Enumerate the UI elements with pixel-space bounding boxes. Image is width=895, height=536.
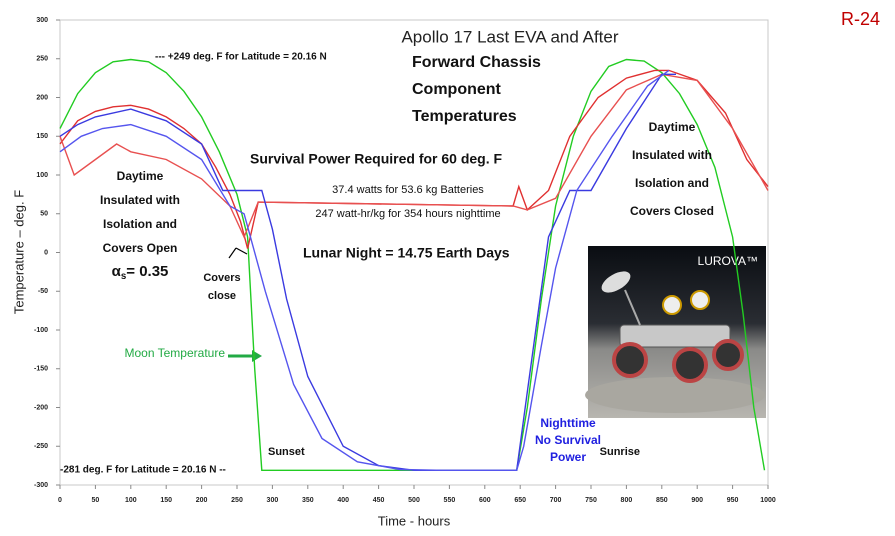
annotation: --- +249 deg. F for Latitude = 20.16 N (155, 52, 327, 63)
annotation: Sunrise (600, 446, 640, 458)
annotation: Insulated with (632, 148, 712, 162)
annotation: Daytime (117, 169, 164, 183)
x-tick-label: 100 (125, 497, 137, 504)
x-tick-label: 150 (160, 497, 172, 504)
annotation: Sunset (268, 446, 305, 458)
y-tick-label: 200 (36, 94, 48, 101)
annotation: Temperatures (412, 108, 517, 125)
annotation: Isolation and (103, 217, 177, 231)
wheel (614, 344, 646, 376)
y-tick-label: -250 (34, 443, 48, 450)
annotation: Covers Closed (630, 204, 714, 218)
y-tick-label: 50 (40, 211, 48, 218)
y-tick-label: -200 (34, 404, 48, 411)
astronaut (691, 291, 709, 309)
annotation: Forward Chassis (412, 54, 541, 71)
annotation: Lunar Night = 14.75 Earth Days (303, 245, 510, 261)
annotation: Insulated with (100, 193, 180, 207)
y-tick-label: 250 (36, 56, 48, 63)
x-tick-label: 450 (373, 497, 385, 504)
y-tick-label: 100 (36, 172, 48, 179)
x-tick-label: 350 (302, 497, 314, 504)
x-tick-label: 700 (550, 497, 562, 504)
annotation: close (208, 290, 236, 302)
annotation: Isolation and (635, 176, 709, 190)
rover-image: LUROVA™ (585, 246, 766, 418)
x-tick-label: 1000 (760, 497, 776, 504)
chart: R-24 Apollo 17 Last EVA and After Time -… (0, 0, 895, 531)
annotation-part: = 0.35 (126, 263, 168, 280)
x-axis-label: Time - hours (378, 513, 451, 528)
y-tick-label: -300 (34, 482, 48, 489)
annotation: Component (412, 81, 502, 98)
annotation: No Survival (535, 433, 601, 447)
x-tick-label: 950 (727, 497, 739, 504)
ground (585, 377, 765, 413)
annotation: 247 watt-hr/kg for 354 hours nighttime (315, 208, 500, 220)
x-tick-label: 250 (231, 497, 243, 504)
x-tick-label: 500 (408, 497, 420, 504)
image-caption: LUROVA™ (698, 254, 758, 268)
x-tick-label: 400 (337, 497, 349, 504)
x-tick-label: 650 (514, 497, 526, 504)
annotation: αs= 0.35 (112, 263, 169, 282)
annotation: Covers Open (103, 241, 178, 255)
y-tick-label: 300 (36, 17, 48, 24)
x-tick-label: 300 (267, 497, 279, 504)
x-tick-label: 50 (92, 497, 100, 504)
x-tick-label: 850 (656, 497, 668, 504)
annotation: Survival Power Required for 60 deg. F (250, 151, 503, 167)
astronaut (663, 296, 681, 314)
annotation: 37.4 watts for 53.6 kg Batteries (332, 184, 484, 196)
y-axis-label: Temperature – deg. F (11, 190, 26, 314)
y-tick-label: -150 (34, 366, 48, 373)
x-tick-label: 900 (691, 497, 703, 504)
x-tick-label: 200 (196, 497, 208, 504)
x-tick-label: 600 (479, 497, 491, 504)
chart-title: Apollo 17 Last EVA and After (401, 27, 618, 46)
x-tick-label: 750 (585, 497, 597, 504)
series-label: Moon Temperature (125, 346, 226, 360)
wheel (674, 349, 706, 381)
x-tick-label: 800 (621, 497, 633, 504)
y-tick-label: 0 (44, 249, 48, 256)
page-label: R-24 (841, 9, 880, 29)
x-tick-label: 0 (58, 497, 62, 504)
y-tick-label: -50 (38, 288, 48, 295)
annotation: Power (550, 450, 586, 464)
x-tick-label: 550 (444, 497, 456, 504)
wheel (714, 341, 742, 369)
y-tick-label: -100 (34, 327, 48, 334)
annotation: Nighttime (540, 416, 596, 430)
annotation: Covers (203, 272, 240, 284)
annotation: Daytime (649, 120, 696, 134)
annotation: -281 deg. F for Latitude = 20.16 N -- (60, 465, 226, 476)
y-tick-label: 150 (36, 133, 48, 140)
